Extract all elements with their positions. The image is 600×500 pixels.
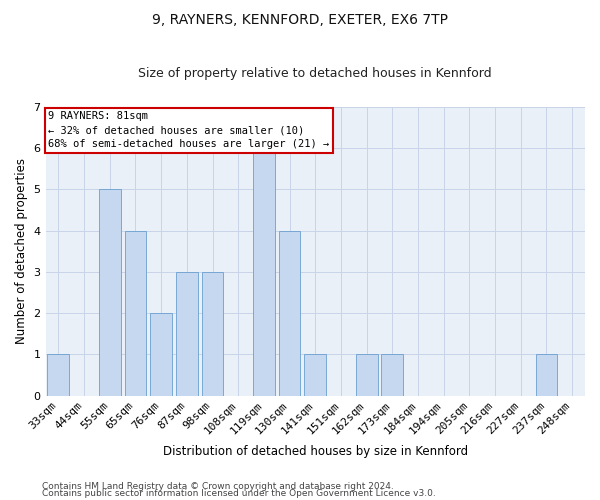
Bar bbox=[356, 354, 377, 396]
Title: Size of property relative to detached houses in Kennford: Size of property relative to detached ho… bbox=[139, 66, 492, 80]
Bar bbox=[304, 354, 326, 396]
Bar bbox=[278, 230, 301, 396]
Bar bbox=[253, 148, 275, 396]
Bar bbox=[176, 272, 198, 396]
Text: 9 RAYNERS: 81sqm
← 32% of detached houses are smaller (10)
68% of semi-detached : 9 RAYNERS: 81sqm ← 32% of detached house… bbox=[48, 112, 329, 150]
Bar bbox=[382, 354, 403, 396]
Text: Contains public sector information licensed under the Open Government Licence v3: Contains public sector information licen… bbox=[42, 490, 436, 498]
Bar bbox=[99, 190, 121, 396]
Bar bbox=[47, 354, 70, 396]
Bar bbox=[202, 272, 223, 396]
Bar bbox=[150, 313, 172, 396]
Text: 9, RAYNERS, KENNFORD, EXETER, EX6 7TP: 9, RAYNERS, KENNFORD, EXETER, EX6 7TP bbox=[152, 12, 448, 26]
Y-axis label: Number of detached properties: Number of detached properties bbox=[15, 158, 28, 344]
Text: Contains HM Land Registry data © Crown copyright and database right 2024.: Contains HM Land Registry data © Crown c… bbox=[42, 482, 394, 491]
Bar bbox=[536, 354, 557, 396]
X-axis label: Distribution of detached houses by size in Kennford: Distribution of detached houses by size … bbox=[163, 444, 468, 458]
Bar bbox=[125, 230, 146, 396]
